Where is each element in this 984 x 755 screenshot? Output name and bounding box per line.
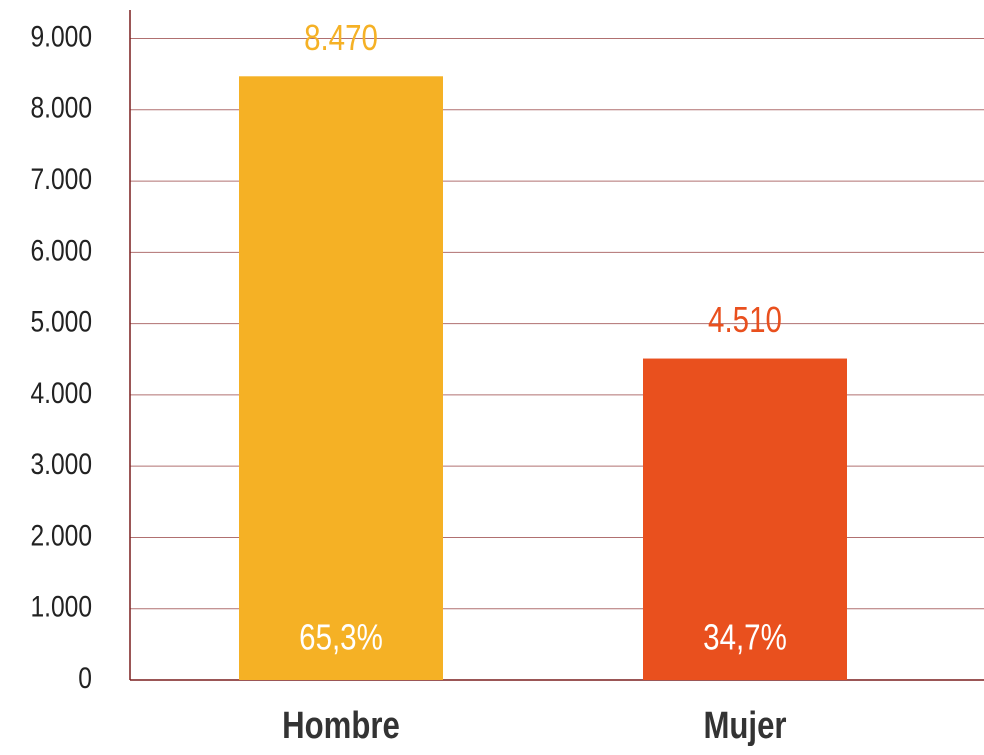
y-tick-label: 2.000	[30, 518, 92, 552]
y-tick-label: 7.000	[30, 162, 92, 196]
bar	[239, 76, 443, 680]
value-label: 4.510	[708, 299, 782, 339]
share-label: 65,3%	[299, 617, 383, 657]
y-tick-label: 4.000	[30, 375, 92, 409]
bar	[643, 358, 847, 680]
y-tick-label: 5.000	[30, 304, 92, 338]
y-tick-label: 1.000	[30, 589, 92, 623]
y-tick-label: 9.000	[30, 19, 92, 53]
y-tick-label: 3.000	[30, 447, 92, 481]
x-tick-label: Mujer	[703, 705, 786, 747]
value-label: 8.470	[304, 17, 378, 57]
x-tick-label: Hombre	[282, 705, 400, 747]
share-label: 34,7%	[703, 617, 787, 657]
y-tick-label: 0	[78, 661, 92, 695]
y-tick-label: 6.000	[30, 233, 92, 267]
y-tick-label: 8.000	[30, 90, 92, 124]
